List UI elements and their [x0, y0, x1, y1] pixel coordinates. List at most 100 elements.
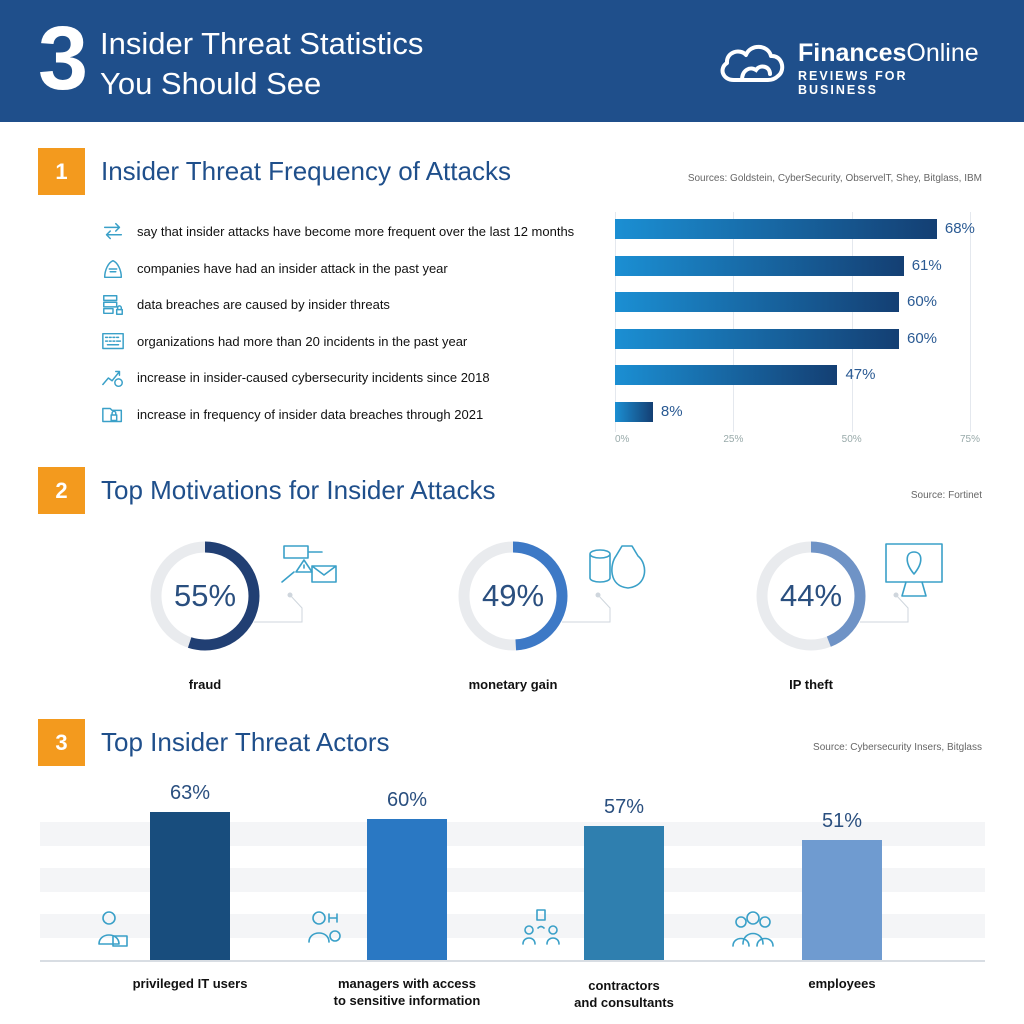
connector-dot — [595, 592, 601, 598]
bar-value-label: 60% — [907, 293, 938, 311]
x-gridline — [733, 212, 735, 432]
bar-chart-baseline — [40, 960, 985, 962]
donut-ring — [756, 541, 909, 651]
bar-category-label: managers with access to sensitive informa… — [307, 975, 507, 1009]
bar-category-label: contractors and consultants — [524, 977, 724, 1011]
bar — [367, 819, 447, 960]
growth-chart-icon — [102, 371, 123, 388]
bar — [615, 219, 937, 239]
page-title-line1: Insider Threat Statistics — [100, 26, 424, 61]
bar — [802, 840, 882, 960]
stat-row: increase in insider-caused cybersecurity… — [100, 364, 990, 392]
cloud-logo-icon — [720, 44, 785, 82]
stat-label: increase in frequency of insider data br… — [137, 407, 484, 422]
bar-category-label: privileged IT users — [90, 975, 290, 992]
donut-item: 44% IP theft — [756, 540, 996, 710]
header: 3 Insider Threat Statistics You Should S… — [0, 0, 1024, 122]
donut-arc — [150, 541, 260, 651]
section-3-source: Source: Cybersecurity Insers, Bitglass — [813, 742, 982, 753]
keyboard-icon — [102, 332, 124, 349]
bar-value-label: 60% — [386, 789, 428, 811]
bar — [615, 292, 899, 313]
x-gridline — [615, 212, 616, 432]
connector-dot — [893, 592, 899, 598]
bar — [615, 365, 838, 386]
donut-value-label: 44% — [779, 578, 843, 613]
it-user-icon — [98, 911, 128, 947]
label-line: managers with access — [337, 976, 477, 991]
x-gridline — [970, 212, 971, 432]
section-1-source: Sources: Goldstein, CyberSecurity, Obser… — [687, 173, 982, 184]
stat-row: organizations had more than 20 incidents… — [100, 328, 990, 356]
server-lock-icon — [103, 295, 123, 316]
hacker-icon — [103, 259, 123, 278]
bar-value-label: 57% — [603, 796, 645, 819]
stat-label: data breaches are caused by insider thre… — [137, 297, 390, 313]
refresh-arrows-icon — [103, 222, 123, 240]
label-line: contractors — [588, 978, 660, 993]
x-tick-label: 0% — [615, 434, 630, 445]
connector-line — [254, 594, 303, 623]
donut-category-label: fraud — [188, 677, 222, 692]
section-3-title: Top Insider Threat Actors — [101, 727, 390, 757]
donut-value-label: 55% — [173, 578, 237, 613]
section-3-badge: 3 — [38, 719, 85, 766]
bar-value-label: 8% — [660, 403, 683, 420]
section-2-badge: 2 — [38, 467, 85, 514]
donut-category-label: monetary gain — [468, 677, 558, 692]
bar — [584, 826, 664, 960]
stat-row: data breaches are caused by insider thre… — [100, 291, 990, 319]
contractors-icon — [522, 909, 560, 945]
section-2-source: Source: Fortinet — [910, 490, 982, 501]
stat-row: say that insider attacks have become mor… — [100, 218, 990, 246]
label-line: employees — [808, 976, 876, 991]
connector-line — [562, 594, 611, 623]
donut-category-label: IP theft — [789, 677, 833, 692]
header-number: 3 — [38, 9, 89, 109]
section-1-title: Insider Threat Frequency of Attacks — [101, 156, 511, 186]
donut-item: 55% fraud — [150, 540, 390, 710]
fraud-icon — [281, 545, 337, 583]
label-line: to sensitive information — [333, 993, 481, 1008]
donut-arc — [458, 541, 568, 651]
money-bag-icon — [589, 545, 646, 589]
stat-row: companies have had an insider attack in … — [100, 255, 990, 283]
page-title-line2: You Should See — [100, 66, 322, 101]
manager-icon — [308, 911, 341, 943]
bar-category-label: employees — [742, 975, 942, 992]
folder-lock-icon — [102, 407, 123, 423]
brand-name: FinancesOnline — [798, 39, 979, 67]
bar — [615, 328, 899, 349]
bar-value-label: 61% — [911, 256, 942, 274]
brand-tagline: REVIEWS FOR BUSINESS — [798, 69, 908, 97]
x-tick-label: 50% — [841, 434, 862, 445]
label-line: and consultants — [574, 995, 674, 1010]
x-gridline — [851, 212, 853, 432]
connector-dot — [287, 592, 293, 598]
donut-item: 49% monetary gain — [458, 540, 698, 710]
bar — [150, 811, 230, 960]
stat-row: increase in frequency of insider data br… — [100, 401, 990, 429]
employees-icon — [732, 911, 774, 947]
bar — [615, 402, 653, 422]
donut-arc — [756, 541, 866, 651]
donut-value-label: 49% — [481, 578, 545, 613]
page-title: Insider Threat Statistics You Should See — [100, 24, 423, 104]
brand-logo[interactable]: FinancesOnline REVIEWS FOR BUSINESS — [716, 38, 986, 97]
ip-monitor-icon — [885, 543, 943, 597]
bar-value-label: 47% — [845, 366, 876, 384]
connector-line — [860, 594, 909, 623]
bar-value-label: 60% — [907, 329, 938, 347]
section-1-badge: 1 — [38, 148, 85, 195]
bar-value-label: 63% — [169, 781, 211, 804]
label-line: privileged IT users — [132, 976, 248, 991]
bar-value-label: 51% — [821, 810, 863, 833]
bar — [615, 255, 904, 276]
section-2-title: Top Motivations for Insider Attacks — [101, 475, 496, 505]
stat-label: companies have had an insider attack in … — [137, 260, 448, 276]
x-tick-label: 25% — [723, 434, 744, 445]
x-tick-label: 75% — [960, 434, 981, 445]
stat-label: organizations had more than 20 incidents… — [137, 333, 468, 349]
stat-label: increase in insider-caused cybersecurity… — [137, 370, 490, 386]
donut-ring — [458, 541, 611, 651]
